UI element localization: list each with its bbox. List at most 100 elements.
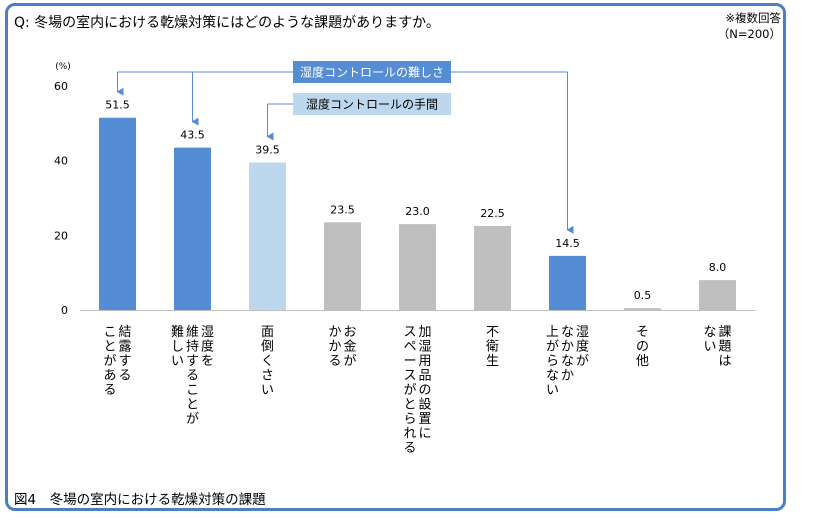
category-label-char: ス	[403, 325, 416, 340]
category-label-char: 不	[486, 325, 499, 340]
category-label-char: と	[403, 398, 416, 413]
bar	[549, 255, 586, 310]
y-axis-unit: (%)	[55, 62, 71, 72]
category-label-char: る	[403, 441, 416, 456]
data-label: 43.5	[180, 129, 205, 142]
category-label-char: か	[328, 325, 341, 340]
note-sample-size: （N=200）	[717, 27, 781, 41]
category-label-char: が	[343, 354, 356, 369]
response-note: ※複数回答 （N=200）	[718, 10, 781, 42]
category-label-char: な	[703, 325, 716, 340]
bar	[324, 222, 361, 310]
category-label-char: 設	[418, 397, 431, 413]
category-label-char: い	[261, 383, 274, 398]
category-label-char: そ	[636, 325, 649, 340]
bar	[624, 308, 661, 310]
category-label-char: 持	[186, 340, 199, 355]
bar	[474, 226, 511, 310]
bar	[174, 147, 211, 310]
data-label: 22.5	[480, 207, 505, 220]
category-label-char: が	[103, 354, 116, 369]
category-label-char: 湿	[418, 340, 431, 355]
category-label-char: の	[418, 383, 431, 398]
category-label-char: が	[403, 383, 416, 398]
category-label-char: く	[261, 354, 274, 369]
category-label-char: が	[546, 340, 559, 355]
category-label-char: か	[561, 340, 574, 355]
category-label-char: い	[171, 354, 184, 369]
category-label-char: ペ	[403, 340, 416, 355]
category-label-char: 維	[186, 325, 199, 340]
category-label-char: か	[328, 340, 341, 355]
category-label-char: 湿	[576, 325, 589, 340]
category-label-char: ス	[403, 369, 416, 384]
data-label: 0.5	[634, 289, 652, 302]
category-label-char: 加	[418, 325, 431, 340]
category-label-char: 露	[118, 340, 131, 355]
category-label-char: 面	[261, 325, 274, 340]
category-label-char: を	[201, 354, 214, 369]
data-label: 39.5	[255, 144, 280, 157]
category-label-char: と	[103, 340, 116, 355]
category-label-char: は	[718, 354, 731, 369]
figure-caption: 図4 冬場の室内における乾燥対策の課題	[14, 492, 266, 508]
category-label-char: こ	[186, 383, 199, 398]
data-label: 23.5	[330, 203, 355, 216]
note-multiple-answer: ※複数回答	[725, 11, 781, 25]
category-label-char: 倒	[261, 340, 274, 355]
category-label-char: が	[186, 412, 199, 427]
callout-text: 湿度コントロールの手間	[306, 97, 438, 112]
category-label-char: か	[561, 369, 574, 384]
category-label-char: ー	[403, 354, 416, 369]
category-label-char: す	[186, 354, 199, 369]
category-label-char: ら	[546, 354, 559, 369]
category-label-char: の	[636, 340, 649, 355]
category-label-char: 題	[718, 340, 731, 355]
y-tick-label: 20	[54, 229, 68, 242]
data-label: 23.0	[405, 205, 430, 218]
category-label-char: い	[703, 340, 716, 355]
callout-box	[293, 93, 451, 115]
bar	[99, 117, 136, 310]
category-label-char: れ	[403, 427, 416, 442]
category-label-char: こ	[103, 325, 116, 340]
category-label-char: 用	[418, 354, 431, 369]
category-label-char: す	[118, 354, 131, 369]
data-label: 51.5	[105, 99, 130, 112]
category-label-char: な	[561, 325, 574, 340]
category-label-char: 衛	[486, 340, 499, 355]
category-label-char: あ	[103, 369, 116, 384]
callout-text: 湿度コントロールの難しさ	[300, 65, 444, 80]
category-label-char: 上	[546, 325, 559, 340]
category-label-char: 結	[118, 325, 131, 340]
category-label-char: る	[103, 383, 116, 398]
category-label-char: 湿	[201, 325, 214, 340]
category-label-char: 度	[201, 339, 214, 355]
callout-box	[293, 61, 451, 83]
category-label-char: る	[186, 369, 199, 384]
data-label: 14.5	[555, 237, 580, 250]
category-label-char: 度	[576, 339, 589, 355]
category-label-char: い	[546, 383, 559, 398]
category-label-char: 金	[343, 339, 356, 355]
y-tick-label: 60	[54, 80, 68, 93]
category-label-char: 課	[718, 324, 731, 340]
category-label-char: ら	[403, 412, 416, 427]
category-label-char: 難	[171, 325, 184, 340]
bar	[699, 280, 736, 310]
data-label: 8.0	[709, 261, 727, 274]
category-label-char: 置	[418, 412, 431, 427]
category-label-char: 生	[486, 354, 499, 369]
y-tick-label: 40	[54, 155, 68, 168]
bar	[249, 162, 286, 310]
category-label-char: お	[343, 325, 356, 340]
category-label-char: る	[328, 354, 341, 369]
category-label-char: 他	[636, 354, 649, 369]
y-tick-label: 0	[61, 304, 68, 317]
category-label-char: な	[546, 369, 559, 384]
category-label-char: が	[576, 354, 589, 369]
category-label-char: と	[186, 398, 199, 413]
category-label-char: な	[561, 354, 574, 369]
category-label-char: さ	[261, 369, 274, 384]
